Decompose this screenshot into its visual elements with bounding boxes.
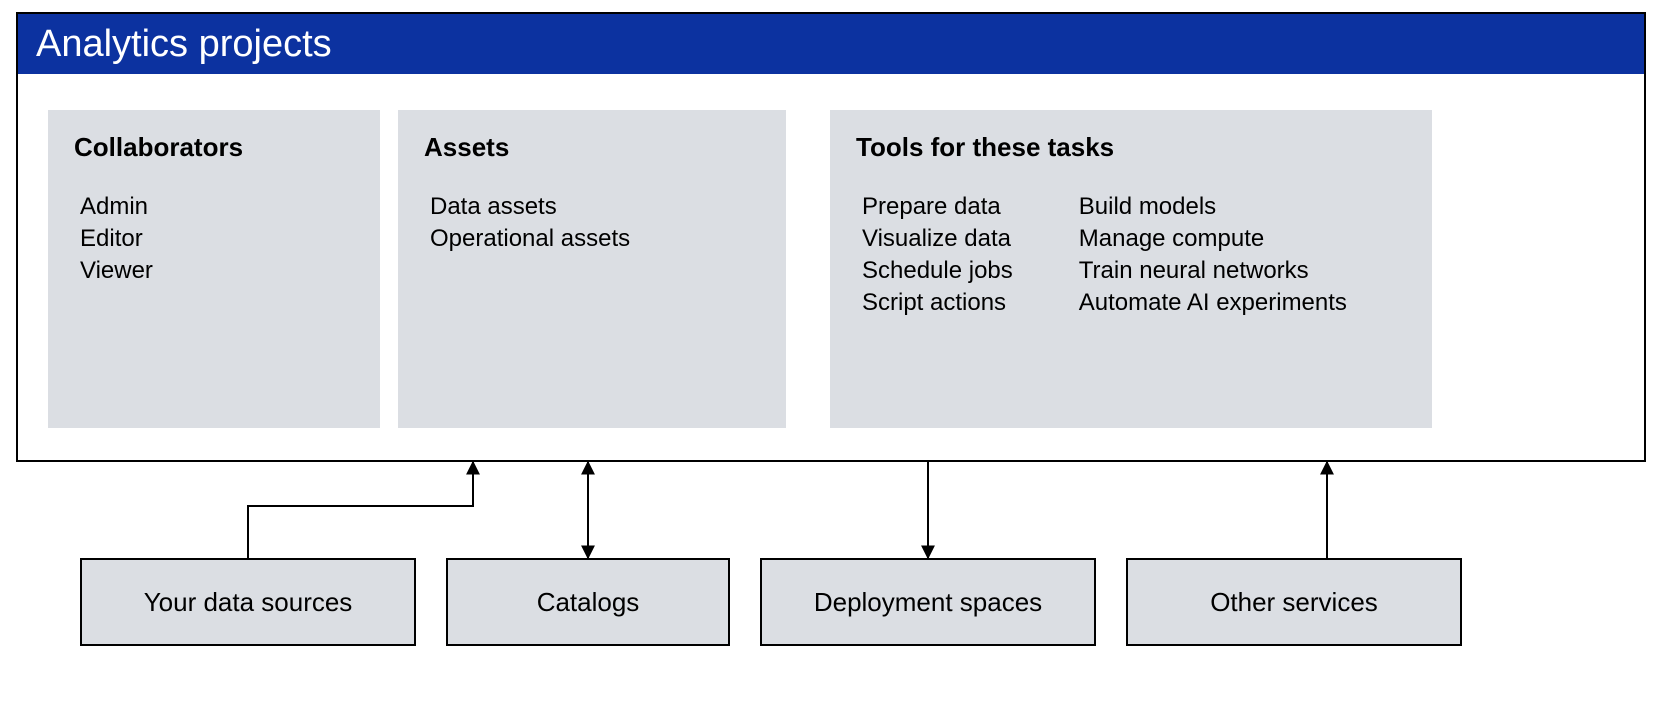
collaborators-panel: Collaborators Admin Editor Viewer bbox=[48, 110, 380, 428]
data-sources-box: Your data sources bbox=[80, 558, 416, 646]
deployment-spaces-box: Deployment spaces bbox=[760, 558, 1096, 646]
tools-title: Tools for these tasks bbox=[856, 132, 1406, 163]
tools-item: Visualize data bbox=[862, 225, 1013, 253]
header-bar: Analytics projects bbox=[18, 14, 1644, 74]
assets-item: Operational assets bbox=[430, 225, 760, 253]
assets-list: Data assets Operational assets bbox=[424, 193, 760, 253]
analytics-projects-diagram: Analytics projects Collaborators Admin E… bbox=[0, 0, 1662, 706]
tools-item: Prepare data bbox=[862, 193, 1013, 221]
tools-item: Build models bbox=[1079, 193, 1347, 221]
other-services-box: Other services bbox=[1126, 558, 1462, 646]
header-title: Analytics projects bbox=[36, 23, 332, 66]
data-sources-label: Your data sources bbox=[144, 587, 353, 618]
collaborators-title: Collaborators bbox=[74, 132, 354, 163]
tools-panel: Tools for these tasks Prepare data Visua… bbox=[830, 110, 1432, 428]
tools-item: Train neural networks bbox=[1079, 257, 1347, 285]
collaborators-item: Editor bbox=[80, 225, 354, 253]
deployment-spaces-label: Deployment spaces bbox=[814, 587, 1042, 618]
collaborators-list: Admin Editor Viewer bbox=[74, 193, 354, 285]
collaborators-item: Admin bbox=[80, 193, 354, 221]
data-sources-to-main bbox=[248, 462, 473, 558]
tools-col2: Build models Manage compute Train neural… bbox=[1073, 193, 1347, 321]
tools-item: Schedule jobs bbox=[862, 257, 1013, 285]
catalogs-box: Catalogs bbox=[446, 558, 730, 646]
assets-panel: Assets Data assets Operational assets bbox=[398, 110, 786, 428]
tools-item: Manage compute bbox=[1079, 225, 1347, 253]
assets-item: Data assets bbox=[430, 193, 760, 221]
catalogs-label: Catalogs bbox=[537, 587, 640, 618]
tools-col1: Prepare data Visualize data Schedule job… bbox=[856, 193, 1013, 321]
other-services-label: Other services bbox=[1210, 587, 1378, 618]
assets-title: Assets bbox=[424, 132, 760, 163]
tools-item: Automate AI experiments bbox=[1079, 289, 1347, 317]
collaborators-item: Viewer bbox=[80, 257, 354, 285]
tools-item: Script actions bbox=[862, 289, 1013, 317]
tools-columns: Prepare data Visualize data Schedule job… bbox=[856, 193, 1406, 321]
